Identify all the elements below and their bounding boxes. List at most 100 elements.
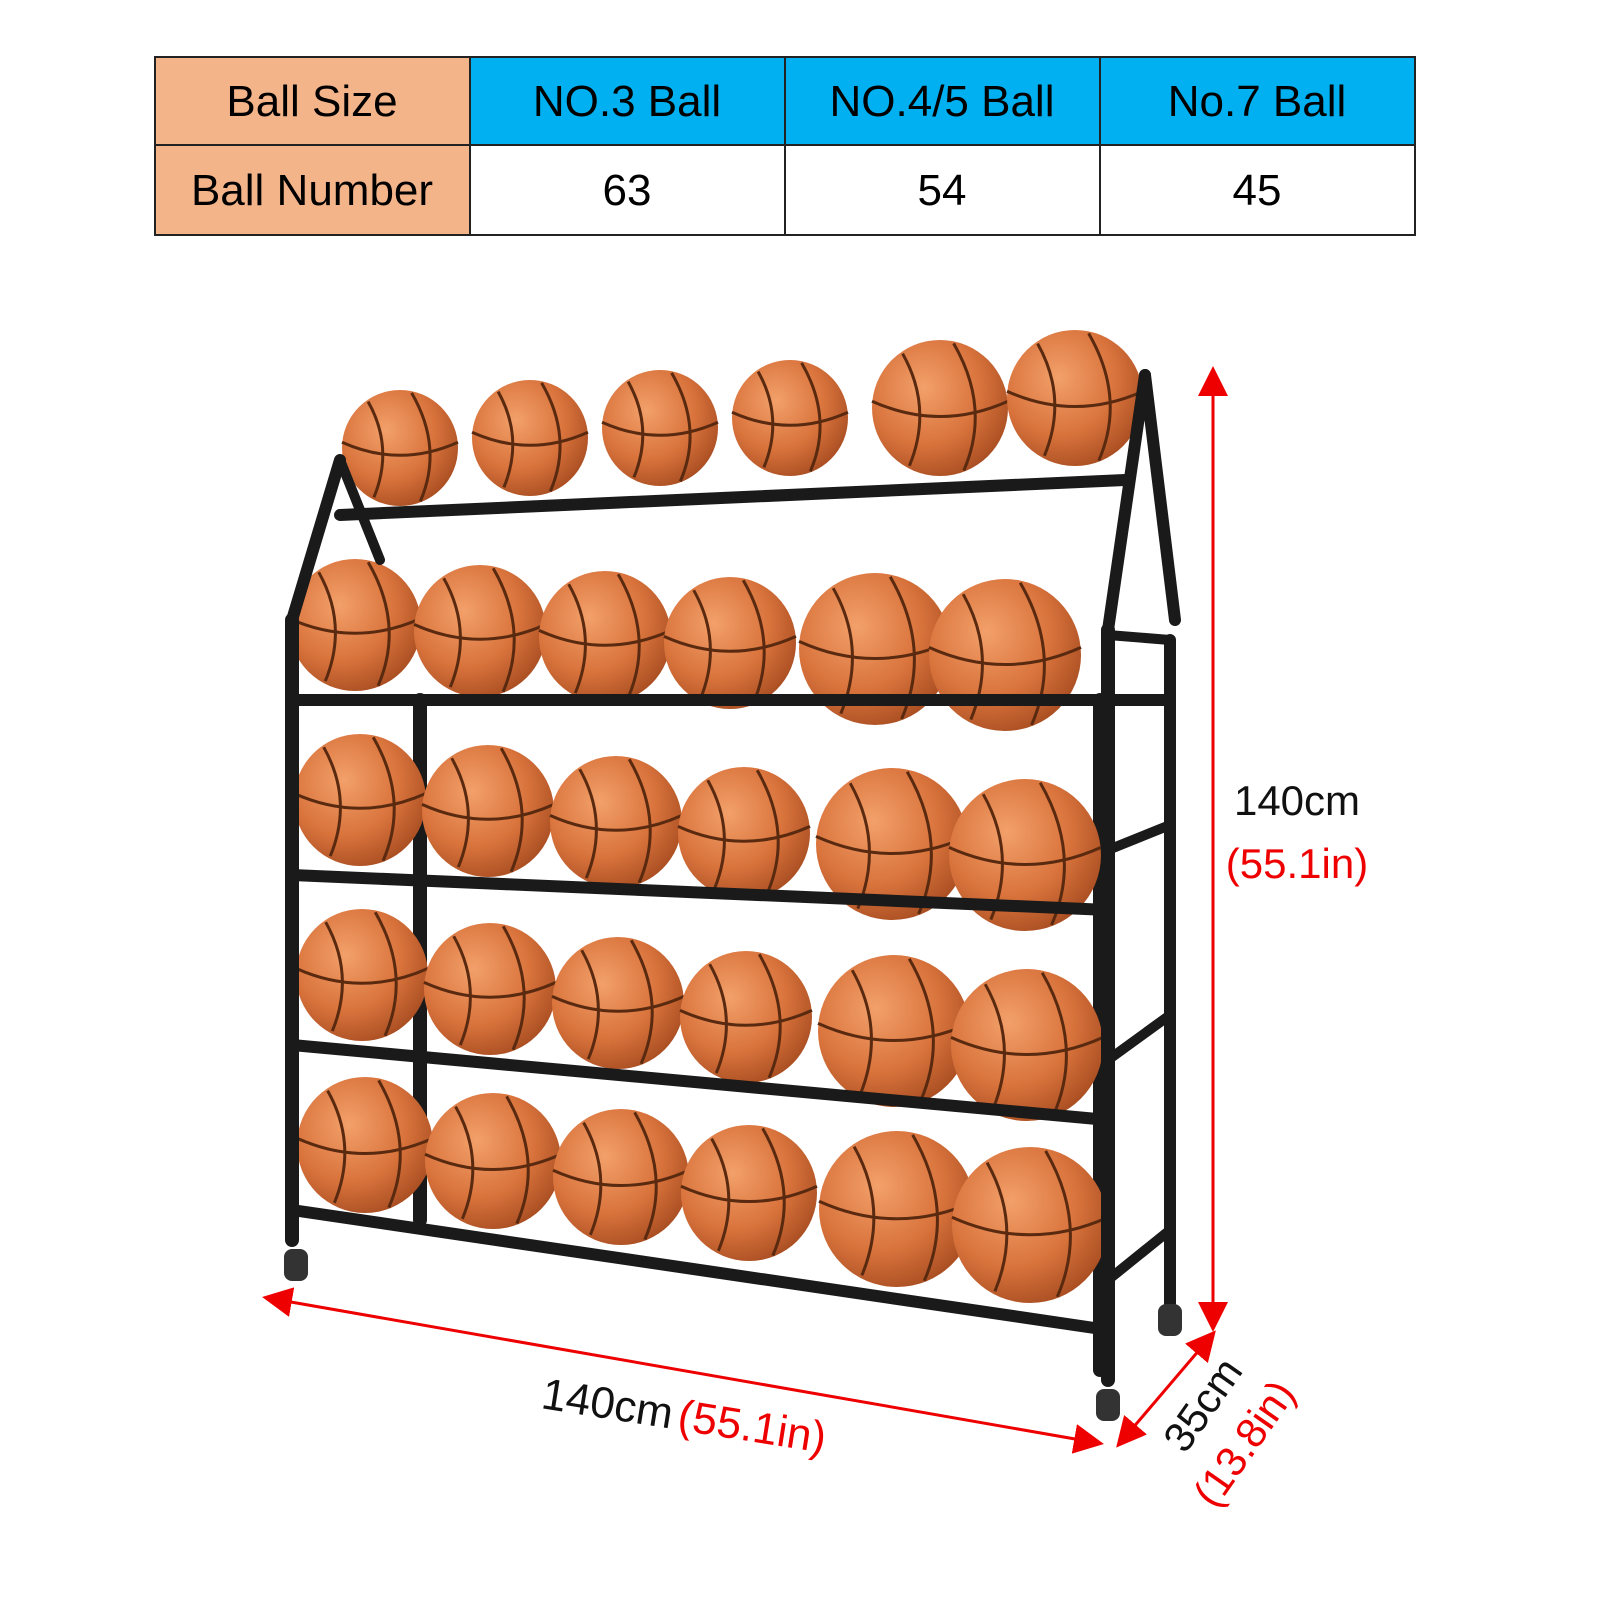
header-cell: NO.3 Ball: [533, 77, 721, 126]
ball-seam: [496, 390, 515, 488]
rack-bar: [286, 869, 1114, 916]
caster: [284, 1249, 308, 1281]
ball-seam: [324, 921, 344, 1032]
ball-seam: [373, 911, 398, 1037]
ball-seam: [670, 372, 692, 482]
ball-seam: [421, 803, 555, 821]
ball-seam: [424, 1152, 562, 1171]
caster: [1158, 1304, 1182, 1336]
cell: 54: [918, 166, 967, 215]
ball-seam: [317, 571, 337, 682]
ball-seam: [911, 1134, 939, 1282]
depth-arrow: [1116, 1330, 1216, 1448]
ball-seam: [326, 1089, 347, 1204]
ball-seam: [371, 736, 396, 862]
ball-seam: [549, 814, 683, 832]
ball-seam: [442, 577, 462, 688]
ball-seam: [551, 995, 685, 1013]
ball-seam: [377, 1079, 402, 1209]
ball-seam: [626, 380, 645, 478]
ball-seam: [741, 579, 766, 705]
spec-table: Ball Size NO.3 Ball NO.4/5 Ball No.7 Bal…: [154, 56, 1416, 236]
ball-seam: [366, 400, 385, 498]
rack-bar: [286, 1039, 1114, 1126]
ball-seam: [540, 382, 562, 492]
ball-seam: [578, 768, 598, 879]
ball-seam: [627, 758, 652, 884]
ball-seam: [582, 1121, 603, 1236]
header-cell: NO.4/5 Ball: [830, 77, 1055, 126]
rack-bar: [1103, 820, 1175, 855]
ball-seam: [907, 958, 935, 1102]
ball-seam: [663, 635, 797, 653]
ball-seam: [501, 925, 526, 1051]
cell: 45: [1233, 166, 1282, 215]
ball-seam: [491, 567, 516, 693]
ball-seam: [948, 846, 1102, 866]
rack-bar: [286, 454, 346, 626]
rack-bar: [1103, 1010, 1175, 1065]
ball-seam: [761, 1127, 786, 1257]
ball-seam: [1006, 389, 1144, 408]
ball-seam: [756, 370, 775, 468]
ball-seam: [293, 792, 427, 810]
ball-seam: [1018, 582, 1046, 726]
ball-seam: [616, 573, 641, 699]
ball-seam: [852, 1145, 876, 1276]
height-imperial: (55.1in): [1226, 840, 1368, 887]
ball-seam: [901, 352, 922, 467]
ball-seam: [679, 1009, 813, 1027]
rack-bar: [1103, 1225, 1175, 1285]
rack-bar: [1139, 369, 1181, 626]
ball-seam: [680, 1184, 818, 1203]
ball-seam: [985, 1161, 1009, 1292]
ball-seam: [757, 953, 782, 1079]
ball-seam: [629, 939, 654, 1065]
ball-seam: [423, 981, 557, 999]
ball-seam: [366, 561, 391, 687]
ball-seam: [708, 963, 728, 1074]
ball-seam: [288, 617, 422, 635]
width-metric: 140cm: [538, 1369, 676, 1438]
ball-seam: [1044, 1150, 1072, 1298]
ball-seam: [413, 623, 547, 641]
ball-seam: [505, 1095, 530, 1225]
ball-seam: [552, 1168, 690, 1187]
ball-seam: [706, 779, 726, 890]
ball-seam: [928, 646, 1082, 666]
ball-seam: [1040, 972, 1068, 1116]
ball-seam: [410, 392, 432, 502]
ball-seam: [601, 420, 719, 437]
ball-seam: [677, 825, 811, 843]
height-metric: 140cm: [1234, 777, 1360, 824]
header-bg: [470, 57, 1415, 145]
header-cell: Ball Size: [226, 77, 397, 126]
ball-seam: [450, 757, 470, 868]
ball-seam: [871, 399, 1009, 418]
ball-seam: [692, 589, 712, 700]
caster: [1096, 1389, 1120, 1421]
ball-seam: [471, 430, 589, 447]
ball-seam: [454, 1105, 475, 1220]
rack-bar: [1103, 630, 1175, 645]
ball-seam: [850, 969, 873, 1097]
cell: 63: [603, 166, 652, 215]
ball-seam: [731, 410, 849, 427]
ball-seam: [580, 949, 600, 1060]
ball-seam: [341, 440, 459, 457]
dimension-arrows: [262, 366, 1228, 1454]
ball-seam: [952, 342, 977, 472]
ball-seam: [633, 1111, 658, 1241]
rack-bar: [1102, 369, 1151, 636]
width-arrow: [262, 1287, 1104, 1454]
ball-seam: [538, 629, 672, 647]
ball-rack: [284, 330, 1182, 1421]
row-label: Ball Number: [191, 166, 433, 215]
ball-seam: [951, 1215, 1109, 1237]
width-imperial: (55.1in): [675, 1391, 830, 1463]
ball-seam: [983, 983, 1006, 1111]
header-cell: No.7 Ball: [1168, 77, 1347, 126]
ball-seam: [1036, 342, 1057, 457]
